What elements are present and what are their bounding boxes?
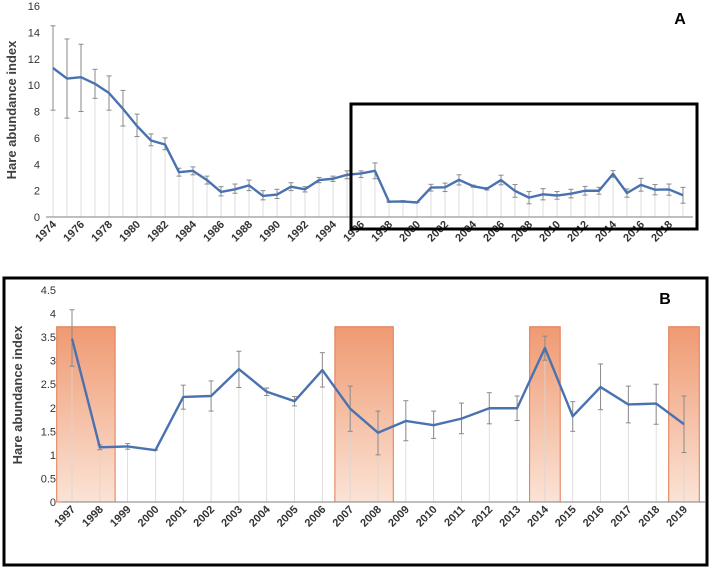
panel-b-y-tick-label: 1 — [50, 450, 56, 462]
panel-b-y-tick-label: 3.5 — [41, 332, 56, 344]
panel-b-x-tick-label: 2004 — [247, 503, 273, 529]
panel-b-x-tick-label: 2002 — [191, 504, 217, 530]
panel-a-y-axis-title: Hare abundance index — [4, 40, 19, 179]
panel-b-x-tick-label: 2018 — [637, 504, 663, 530]
panel-b-x-tick-label: 2007 — [331, 504, 357, 530]
panel-b-x-tick-label: 2005 — [275, 504, 301, 530]
panel-b-y-tick-label: 3 — [50, 356, 56, 368]
panel-b-x-tick-label: 2003 — [219, 504, 245, 530]
panel-a-y-tick-label: 6 — [34, 133, 40, 145]
panel-b-y-tick-label: 0.5 — [41, 473, 56, 485]
panel-b-x-tick-label: 1998 — [80, 504, 106, 530]
panel-a-label: A — [674, 11, 686, 28]
panel-a-x-tick-label: 1976 — [61, 219, 87, 245]
panel-a-x-tick-label: 1998 — [369, 219, 395, 245]
panel-a-x-tick-label: 1996 — [341, 219, 367, 245]
panel-a-x-tick-label: 1994 — [313, 218, 339, 244]
panel-a-x-tick-label: 2016 — [621, 219, 647, 245]
panel-b-y-tick-label: 0 — [50, 497, 56, 509]
panel-b-x-tick-label: 2014 — [525, 503, 551, 529]
panel-b-label: B — [659, 291, 671, 308]
panel-b-x-tick-label: 2015 — [553, 504, 579, 530]
panel-b-frame — [2, 276, 709, 567]
panel-b-x-tick-label: 2000 — [136, 504, 162, 530]
panel-a-y-tick-label: 2 — [34, 186, 40, 198]
panel-a-x-tick-label: 2008 — [509, 219, 535, 245]
panel-b-x-tick-label: 2001 — [164, 504, 190, 530]
panel-b-x-tick-label: 2006 — [303, 504, 329, 530]
panel-b-y-tick-label: 2.5 — [41, 379, 56, 391]
panel-b-x-tick-label: 2010 — [414, 504, 440, 530]
panel-a-x-tick-label: 2002 — [425, 219, 451, 245]
panel-a-x-tick-label: 1990 — [257, 219, 283, 245]
panel-b-x-tick-label: 2011 — [442, 504, 467, 529]
panel-a-y-tick-label: 16 — [28, 1, 40, 13]
panel-a-y-tick-label: 4 — [34, 159, 40, 171]
panel-b-chart: 0 0.5 1 1.5 2 2.5 3 3.5 4 4.5 1997 1998 1999 2000 2001… — [41, 285, 705, 529]
panel-b-y-axis-title: Hare abundance index — [10, 325, 25, 464]
panel-b-highlight-1 — [334, 326, 394, 503]
panel-a-x-tick-label: 1992 — [285, 219, 311, 245]
panel-b-x-tick-label: 2017 — [609, 504, 635, 530]
panel-b-x-tick-label: 1999 — [108, 504, 134, 530]
panel-b-y-tick-label: 1.5 — [41, 426, 56, 438]
panel-a-zoom-box — [349, 102, 699, 231]
panel-a-x-tick-label: 2006 — [481, 219, 507, 245]
panel-a-y-tick-label: 10 — [28, 80, 40, 92]
panel-a-y-tick-label: 8 — [34, 107, 40, 119]
panel-b-x-tick-label: 2012 — [470, 504, 496, 530]
panel-b-x-tick-label: 2016 — [581, 504, 607, 530]
panel-a-x-tick-label: 1980 — [117, 219, 143, 245]
panel-a-x-tick-label: 2012 — [565, 219, 591, 245]
panel-b-x-tick-label: 2008 — [358, 504, 384, 530]
panel-a-x-tick-label: 1982 — [145, 219, 171, 245]
panel-b-y-tick-label: 2 — [50, 403, 56, 415]
panel-b-y-tick-label: 4.5 — [41, 285, 56, 297]
panel-b-x-tick-label: 1997 — [52, 504, 78, 530]
panel-a-x-tick-label: 1986 — [201, 219, 227, 245]
panel-a-x-tick-label: 1988 — [229, 219, 255, 245]
panel-a-x-tick-label: 2014 — [593, 218, 619, 244]
panel-a-y-tick-label: 14 — [28, 27, 40, 39]
panel-b-x-tick-label: 2019 — [664, 504, 690, 530]
panel-b-highlight-0 — [56, 326, 116, 503]
panel-a-y-tick-label: 12 — [28, 54, 40, 66]
panel-a-x-tick-label: 2000 — [397, 219, 423, 245]
panel-a-y-tick-label: 0 — [34, 212, 40, 224]
panel-b-y-tick-label: 4 — [50, 309, 56, 321]
panel-a-x-tick-label: 1984 — [173, 218, 199, 244]
panel-a-x-tick-label: 2004 — [453, 218, 479, 244]
panel-b-x-tick-label: 2009 — [386, 504, 412, 530]
panel-a-x-tick-label: 2018 — [649, 219, 675, 245]
panel-b-series-line — [70, 338, 685, 452]
panel-b-x-tick-label: 2013 — [497, 504, 523, 530]
panel-a-x-tick-label: 2010 — [537, 219, 563, 245]
panel-a-x-tick-label: 1978 — [89, 219, 115, 245]
panel-a-series-line — [52, 67, 684, 204]
